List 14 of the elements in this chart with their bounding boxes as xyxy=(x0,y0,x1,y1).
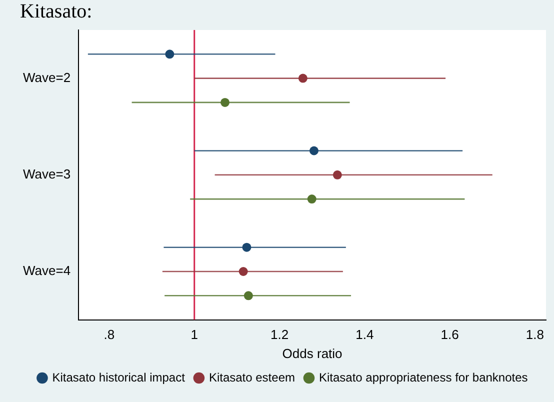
x-tick-label: 1.8 xyxy=(526,327,544,342)
chart-title: Kitasato: xyxy=(20,0,92,22)
x-axis-title: Odds ratio xyxy=(282,346,342,361)
y-tick-label: Wave=4 xyxy=(22,263,71,278)
legend-label: Kitasato esteem xyxy=(208,370,295,384)
y-tick-label: Wave=2 xyxy=(22,70,71,85)
legend-label: Kitasato historical impact xyxy=(52,370,186,384)
x-tick-label: .8 xyxy=(104,327,115,342)
x-tick-label: 1.4 xyxy=(356,327,374,342)
y-tick-label: Wave=3 xyxy=(22,166,71,182)
legend-label: Kitasato appropriateness for banknotes xyxy=(318,370,528,384)
x-tick-label: 1 xyxy=(190,327,198,342)
x-tick-label: 1.6 xyxy=(440,327,459,342)
x-tick-label: 1.2 xyxy=(270,327,289,342)
